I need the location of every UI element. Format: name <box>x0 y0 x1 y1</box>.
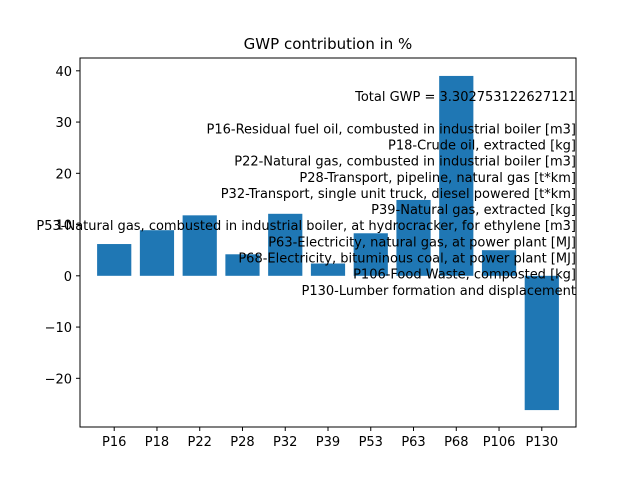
process-legend-line: P16-Residual fuel oil, combusted in indu… <box>207 122 576 137</box>
process-legend-line: P68-Electricity, bituminous coal, at pow… <box>238 252 576 267</box>
annotation-block: Total GWP = 3.302753122627121 P16-Residua… <box>36 90 576 299</box>
x-tick-label: P28 <box>230 435 254 450</box>
x-tick-label: P106 <box>483 435 516 450</box>
process-legend-line: P32-Transport, single unit truck, diesel… <box>221 187 576 202</box>
process-legend-line: P22-Natural gas, combusted in industrial… <box>234 155 576 170</box>
y-tick-label: 0 <box>64 270 72 285</box>
bars-group <box>97 75 559 411</box>
bar-p18 <box>139 230 175 276</box>
x-tick-label: P130 <box>525 435 558 450</box>
x-tick-label: P39 <box>316 435 340 450</box>
process-legend-line: P18-Crude oil, extracted [kg] <box>388 138 576 153</box>
bar-p22 <box>182 215 217 276</box>
y-tick-label: 20 <box>55 167 72 182</box>
x-tick-label: P18 <box>145 435 169 450</box>
y-tick-label: 40 <box>55 65 72 80</box>
y-tick-label: 30 <box>55 116 72 131</box>
bar-p32 <box>268 213 303 276</box>
bar-p39 <box>310 263 346 276</box>
chart-title: GWP contribution in % <box>244 35 413 53</box>
y-tick-label: 10 <box>55 219 72 234</box>
bar-p53 <box>353 233 388 276</box>
bar-p63 <box>396 199 431 276</box>
x-tick-label: P53 <box>359 435 383 450</box>
x-tick-label: P63 <box>401 435 425 450</box>
bar-p68 <box>439 75 474 276</box>
process-legend-line: P53-Natural gas, combusted in industrial… <box>36 219 576 234</box>
plot-frame <box>79 57 577 428</box>
process-legend-line: P130-Lumber formation and displacement <box>302 284 577 299</box>
x-tick-label: P68 <box>444 435 468 450</box>
x-tick-label: P32 <box>273 435 297 450</box>
process-legend-line: P39-Natural gas, extracted [kg] <box>371 203 576 218</box>
process-legend-line: P28-Transport, pipeline, natural gas [t*… <box>299 171 576 186</box>
bar-p130 <box>524 275 559 411</box>
total-gwp-label: Total GWP = 3.302753122627121 <box>354 90 576 105</box>
x-axis: P16 P18 P22 P28 P32 P39 P53 P63 P68 P106 P130 <box>102 427 558 450</box>
x-tick-label: P22 <box>188 435 212 450</box>
y-tick-label: −20 <box>45 372 72 387</box>
y-axis: −20 −10 0 10 20 30 40 <box>45 65 80 387</box>
x-tick-label: P16 <box>102 435 126 450</box>
bar-p16 <box>97 244 132 276</box>
bar-p28 <box>225 254 260 276</box>
y-tick-label: −10 <box>45 321 72 336</box>
process-legend-line: P106-Food Waste, composted [kg] <box>353 268 576 283</box>
process-legend-line: P63-Electricity, natural gas, at power p… <box>268 235 576 250</box>
bar-p106 <box>481 250 517 276</box>
